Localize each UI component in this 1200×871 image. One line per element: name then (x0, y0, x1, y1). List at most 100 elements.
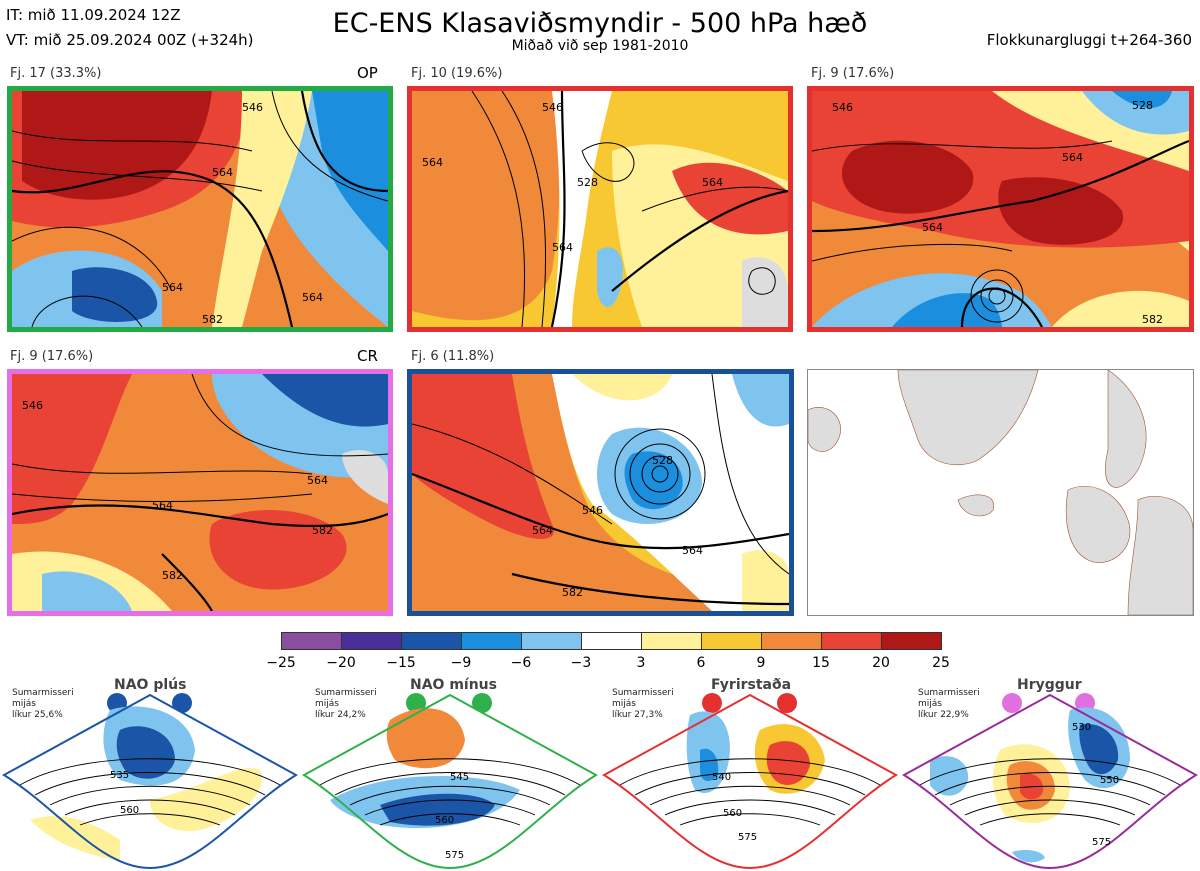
contour-label: 535 (110, 770, 129, 781)
valid-time: VT: mið 25.09.2024 00Z (+324h) (6, 31, 254, 49)
colorbar-cell (821, 632, 882, 650)
regime-note: Sumarmisseri (918, 688, 980, 698)
regime-note: Sumarmisseri (612, 688, 674, 698)
colorbar-cell (341, 632, 402, 650)
contour-label: 564 (212, 166, 233, 179)
colorbar-tick: 6 (696, 655, 706, 671)
contour-label: 564 (162, 281, 183, 294)
colorbar-cell (581, 632, 642, 650)
contour-label: 545 (450, 772, 469, 783)
regime-map: 535 560 (2, 693, 298, 870)
regime-note: mijás (12, 699, 36, 709)
contour-label: 528 (652, 454, 673, 467)
regime-note: Sumarmisseri (12, 688, 74, 698)
panel-4-tag: CR (357, 347, 378, 365)
regime-dot (1002, 693, 1022, 713)
contour-label: 564 (152, 499, 173, 512)
contour-label: 575 (445, 850, 464, 861)
contour-label: 564 (422, 156, 443, 169)
regime-title: Hryggur (1017, 677, 1082, 693)
regime-note: mijás (612, 699, 636, 709)
contour-label: 564 (1062, 151, 1083, 164)
regime-dot (777, 693, 797, 713)
init-time: IT: mið 11.09.2024 12Z (6, 6, 181, 24)
contour-label: 530 (1072, 722, 1091, 733)
regime-dot (472, 693, 492, 713)
cluster-map-1: 564 564 564 546 582 (7, 86, 393, 332)
panel-4-label: Fj. 9 (17.6%) (10, 349, 94, 364)
contour-label: 546 (582, 504, 603, 517)
colorbar-tick: 20 (872, 655, 890, 671)
contour-label: 582 (562, 586, 583, 599)
regime-map: 545 560 575 (302, 693, 598, 870)
colorbar-tick: −3 (570, 655, 592, 671)
contour-label: 546 (832, 101, 853, 114)
contour-label: 560 (723, 808, 742, 819)
page-subtitle: Miðað við sep 1981-2010 (511, 38, 689, 54)
colorbar-tick: −15 (386, 655, 416, 671)
contour-label: 564 (307, 474, 328, 487)
reference-map (807, 369, 1194, 616)
contour-label: 560 (120, 805, 139, 816)
colorbar-cell (401, 632, 462, 650)
colorbar-tick: −25 (266, 655, 296, 671)
cluster-map-2: 528 564 564 564 546 (407, 86, 793, 332)
panel-1-label: Fj. 17 (33.3%) (10, 66, 102, 81)
contour-label: 564 (302, 291, 323, 304)
regime-note: líkur 27,3% (612, 710, 663, 720)
page-title: EC-ENS Klasaviðsmyndir - 500 hPa hæð (332, 8, 868, 39)
panel-5-label: Fj. 6 (11.8%) (411, 349, 495, 364)
colorbar-cell (281, 632, 342, 650)
contour-label: 560 (435, 815, 454, 826)
contour-label: 546 (22, 399, 43, 412)
colorbar-cell (881, 632, 942, 650)
regime-note: Sumarmisseri (315, 688, 377, 698)
cluster-map-5: 528 546 564 564 582 (407, 369, 794, 616)
contour-label: 582 (1142, 313, 1163, 326)
colorbar-cell (461, 632, 522, 650)
colorbar-tick: 25 (932, 655, 950, 671)
panel-2-label: Fj. 10 (19.6%) (411, 66, 503, 81)
cluster-map-4: 546 564 564 582 582 (7, 369, 393, 616)
contour-label: 582 (162, 569, 183, 582)
contour-label: 540 (712, 772, 731, 783)
regime-note: mijás (918, 699, 942, 709)
regime-title: Fyrirstaða (711, 677, 792, 693)
cluster-map-3: 546 564 564 528 582 (807, 86, 1194, 332)
regime-dot (406, 693, 426, 713)
regime-note: líkur 24,2% (315, 710, 366, 720)
regime-title: NAO plús (114, 677, 187, 693)
colorbar-tick: 9 (756, 655, 766, 671)
colorbar-tick: −6 (510, 655, 532, 671)
colorbar-cell (761, 632, 822, 650)
classification-window: Flokkunargluggi t+264-360 (986, 31, 1192, 49)
panel-1-tag: OP (357, 64, 378, 82)
regime-note: líkur 22,9% (918, 710, 969, 720)
regime-map: 540 560 575 (602, 693, 898, 870)
contour-label: 528 (577, 176, 598, 189)
regime-dot (172, 693, 192, 713)
regime-dot (702, 693, 722, 713)
contour-label: 582 (312, 524, 333, 537)
regime-map: 530 550 575 (902, 693, 1198, 870)
colorbar-cell (641, 632, 702, 650)
colorbar-tick: 15 (812, 655, 830, 671)
regime-note: mijás (315, 699, 339, 709)
contour-label: 564 (552, 241, 573, 254)
colorbar-cell (521, 632, 582, 650)
contour-label: 575 (738, 832, 757, 843)
contour-label: 546 (242, 101, 263, 114)
colorbar-tick: 3 (636, 655, 646, 671)
colorbar-tick: −9 (450, 655, 472, 671)
colorbar-tick: −20 (326, 655, 356, 671)
contour-label: 582 (202, 313, 223, 326)
contour-label: 546 (542, 101, 563, 114)
panel-3-label: Fj. 9 (17.6%) (811, 66, 895, 81)
contour-label: 564 (682, 544, 703, 557)
contour-label: 564 (922, 221, 943, 234)
colorbar-cell (701, 632, 762, 650)
contour-label: 528 (1132, 99, 1153, 112)
contour-label: 575 (1092, 837, 1111, 848)
contour-label: 564 (532, 524, 553, 537)
regime-note: líkur 25,6% (12, 710, 63, 720)
